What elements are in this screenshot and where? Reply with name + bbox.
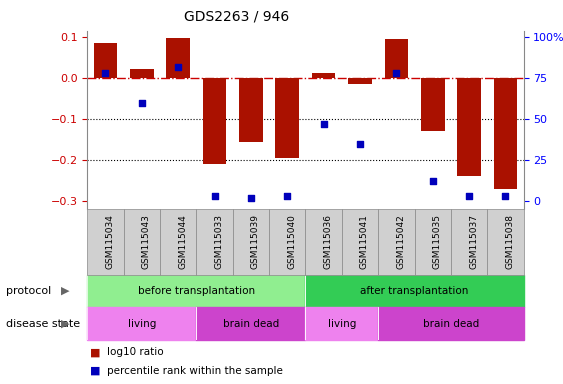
Text: brain dead: brain dead xyxy=(223,318,279,329)
Text: ▶: ▶ xyxy=(60,286,69,296)
Point xyxy=(283,193,292,199)
Text: percentile rank within the sample: percentile rank within the sample xyxy=(107,366,283,376)
Text: GDS2263 / 946: GDS2263 / 946 xyxy=(184,9,289,23)
Point xyxy=(428,178,437,184)
Text: GSM115035: GSM115035 xyxy=(433,214,442,270)
Text: GSM115041: GSM115041 xyxy=(360,215,369,269)
Text: living: living xyxy=(328,318,356,329)
Bar xyxy=(196,307,305,340)
Text: ■: ■ xyxy=(90,366,101,376)
Text: GSM115039: GSM115039 xyxy=(251,214,260,270)
Bar xyxy=(87,275,305,307)
Bar xyxy=(203,78,226,164)
Point xyxy=(464,193,473,199)
Bar xyxy=(385,39,408,78)
Text: GSM115037: GSM115037 xyxy=(469,214,478,270)
Bar xyxy=(421,78,445,131)
Text: log10 ratio: log10 ratio xyxy=(107,347,164,357)
Text: living: living xyxy=(128,318,156,329)
Bar xyxy=(87,307,196,340)
Text: ■: ■ xyxy=(90,347,101,357)
Text: GSM115042: GSM115042 xyxy=(396,215,405,269)
Text: before transplantation: before transplantation xyxy=(138,286,255,296)
Text: GSM115043: GSM115043 xyxy=(142,215,151,269)
Bar xyxy=(348,78,372,84)
Point xyxy=(101,70,110,76)
Bar xyxy=(166,38,190,78)
Bar xyxy=(275,78,299,158)
Point xyxy=(247,195,256,201)
Bar xyxy=(93,43,117,78)
Text: after transplantation: after transplantation xyxy=(360,286,468,296)
Bar xyxy=(305,275,524,307)
Text: GSM115038: GSM115038 xyxy=(506,214,515,270)
Text: ▶: ▶ xyxy=(60,318,69,329)
Bar xyxy=(494,78,517,189)
Point xyxy=(319,121,328,127)
Bar xyxy=(457,78,481,176)
Text: protocol: protocol xyxy=(6,286,51,296)
Text: GSM115033: GSM115033 xyxy=(215,214,224,270)
Text: disease state: disease state xyxy=(6,318,80,329)
Text: brain dead: brain dead xyxy=(423,318,479,329)
Bar xyxy=(305,307,378,340)
Text: GSM115044: GSM115044 xyxy=(178,215,187,269)
Text: GSM115040: GSM115040 xyxy=(287,215,296,269)
Point xyxy=(501,193,510,199)
Point xyxy=(355,141,364,147)
Bar xyxy=(130,69,154,78)
Point xyxy=(173,64,182,70)
Point xyxy=(392,70,401,76)
Bar xyxy=(378,307,524,340)
Bar xyxy=(239,78,263,142)
Point xyxy=(137,100,146,106)
Text: GSM115036: GSM115036 xyxy=(324,214,333,270)
Point xyxy=(210,193,219,199)
Bar xyxy=(312,73,336,78)
Text: GSM115034: GSM115034 xyxy=(105,215,114,269)
